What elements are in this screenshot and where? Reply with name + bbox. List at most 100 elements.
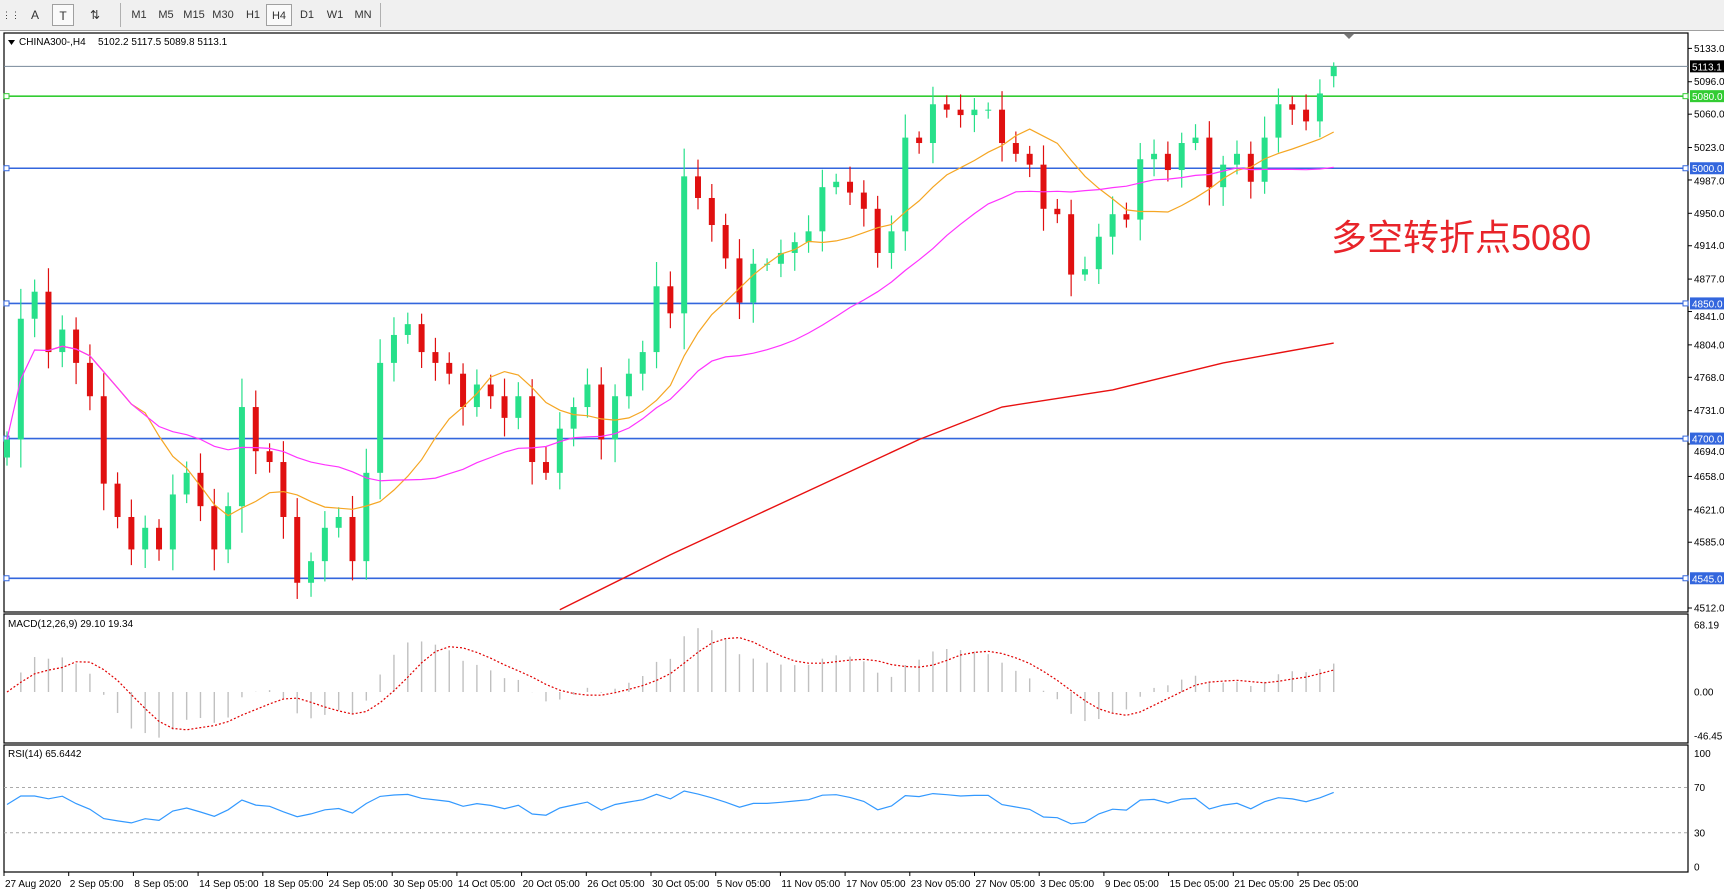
level-handle[interactable] xyxy=(1682,300,1689,307)
bull-candle[interactable] xyxy=(142,527,149,550)
bear-candle[interactable] xyxy=(294,516,301,583)
bull-candle[interactable] xyxy=(805,231,812,243)
bull-candle[interactable] xyxy=(625,373,632,397)
text-label-tool-button[interactable]: T xyxy=(52,4,74,26)
annotation-text[interactable]: 多空转折点5080 xyxy=(1331,217,1591,258)
bear-candle[interactable] xyxy=(1068,214,1075,275)
bear-candle[interactable] xyxy=(542,462,549,473)
bull-candle[interactable] xyxy=(791,242,798,253)
main-chart-panel[interactable] xyxy=(3,32,1689,613)
bear-candle[interactable] xyxy=(418,324,425,353)
bear-candle[interactable] xyxy=(860,192,867,209)
timeframe-mn[interactable]: MN xyxy=(354,9,372,21)
timeframe-h1[interactable]: H1 xyxy=(245,9,261,21)
bear-candle[interactable] xyxy=(1247,153,1254,182)
bull-candle[interactable] xyxy=(31,291,38,319)
bear-candle[interactable] xyxy=(460,373,467,408)
bull-candle[interactable] xyxy=(363,472,370,562)
bear-candle[interactable] xyxy=(1206,137,1213,188)
bear-candle[interactable] xyxy=(1289,104,1296,110)
bear-candle[interactable] xyxy=(446,362,453,374)
timeframe-d1[interactable]: D1 xyxy=(299,9,315,21)
bull-candle[interactable] xyxy=(183,472,190,495)
bull-candle[interactable] xyxy=(335,516,342,528)
timeframe-h4[interactable]: H4 xyxy=(266,4,292,26)
bear-candle[interactable] xyxy=(999,109,1006,144)
bull-candle[interactable] xyxy=(390,334,397,363)
timeframe-w1[interactable]: W1 xyxy=(326,9,344,21)
arrows-tool-button[interactable]: ⇅ xyxy=(89,8,101,22)
bear-candle[interactable] xyxy=(722,225,729,259)
bull-candle[interactable] xyxy=(833,181,840,188)
level-handle[interactable] xyxy=(1682,575,1689,582)
bear-candle[interactable] xyxy=(197,472,204,507)
bear-candle[interactable] xyxy=(86,362,93,397)
bull-candle[interactable] xyxy=(1275,104,1282,138)
bull-candle[interactable] xyxy=(225,506,232,550)
bear-candle[interactable] xyxy=(874,208,881,253)
bull-candle[interactable] xyxy=(639,352,646,374)
bull-candle[interactable] xyxy=(1178,143,1185,171)
bull-candle[interactable] xyxy=(1233,153,1240,165)
bull-candle[interactable] xyxy=(1192,137,1199,144)
bull-candle[interactable] xyxy=(377,362,384,473)
bull-candle[interactable] xyxy=(570,407,577,429)
level-handle[interactable] xyxy=(1682,93,1689,100)
bull-candle[interactable] xyxy=(1137,159,1144,220)
bull-candle[interactable] xyxy=(473,384,480,408)
bear-candle[interactable] xyxy=(432,352,439,363)
bull-candle[interactable] xyxy=(584,384,591,408)
bull-candle[interactable] xyxy=(929,104,936,144)
collapse-triangle-icon[interactable] xyxy=(8,40,15,45)
bear-candle[interactable] xyxy=(529,396,536,463)
text-tool-button[interactable]: A xyxy=(30,8,39,22)
bear-candle[interactable] xyxy=(598,384,605,440)
bear-candle[interactable] xyxy=(1040,164,1047,209)
bear-candle[interactable] xyxy=(501,396,508,418)
bear-candle[interactable] xyxy=(211,506,218,550)
bull-candle[interactable] xyxy=(169,494,176,550)
bear-candle[interactable] xyxy=(1012,143,1019,154)
bull-candle[interactable] xyxy=(4,439,10,458)
bull-candle[interactable] xyxy=(1220,164,1227,188)
level-handle[interactable] xyxy=(3,93,10,100)
bull-candle[interactable] xyxy=(59,329,66,353)
bull-candle[interactable] xyxy=(1095,236,1102,270)
bear-candle[interactable] xyxy=(667,286,674,314)
level-handle[interactable] xyxy=(3,165,10,172)
timeframe-m15[interactable]: M15 xyxy=(183,9,205,21)
bull-candle[interactable] xyxy=(888,231,895,253)
bull-candle[interactable] xyxy=(971,109,978,116)
level-handle[interactable] xyxy=(3,300,10,307)
bull-candle[interactable] xyxy=(321,527,328,562)
bear-candle[interactable] xyxy=(1164,153,1171,171)
bear-candle[interactable] xyxy=(114,483,121,517)
bull-candle[interactable] xyxy=(653,286,660,353)
bull-candle[interactable] xyxy=(1081,269,1088,275)
bear-candle[interactable] xyxy=(100,396,107,484)
bear-candle[interactable] xyxy=(156,527,163,550)
timeframe-m1[interactable]: M1 xyxy=(131,9,147,21)
bull-candle[interactable] xyxy=(1261,137,1268,182)
bear-candle[interactable] xyxy=(957,109,964,116)
bull-candle[interactable] xyxy=(777,252,784,264)
bear-candle[interactable] xyxy=(847,181,854,193)
bear-candle[interactable] xyxy=(1026,153,1033,165)
timeframe-m5[interactable]: M5 xyxy=(158,9,174,21)
level-handle[interactable] xyxy=(3,575,10,582)
bear-candle[interactable] xyxy=(1123,214,1130,220)
bear-candle[interactable] xyxy=(695,176,701,198)
bull-candle[interactable] xyxy=(308,561,315,583)
bear-candle[interactable] xyxy=(349,516,356,562)
bull-candle[interactable] xyxy=(1316,93,1323,122)
bull-candle[interactable] xyxy=(1330,66,1337,77)
bull-candle[interactable] xyxy=(819,187,826,232)
grid-icon[interactable]: ⋮⋮ xyxy=(2,10,20,20)
bull-candle[interactable] xyxy=(985,109,992,111)
bull-candle[interactable] xyxy=(1151,153,1158,160)
rsi-panel[interactable] xyxy=(3,744,1689,873)
bull-candle[interactable] xyxy=(515,396,522,418)
bull-candle[interactable] xyxy=(1109,214,1116,237)
bear-candle[interactable] xyxy=(1303,109,1310,122)
bear-candle[interactable] xyxy=(280,462,287,517)
